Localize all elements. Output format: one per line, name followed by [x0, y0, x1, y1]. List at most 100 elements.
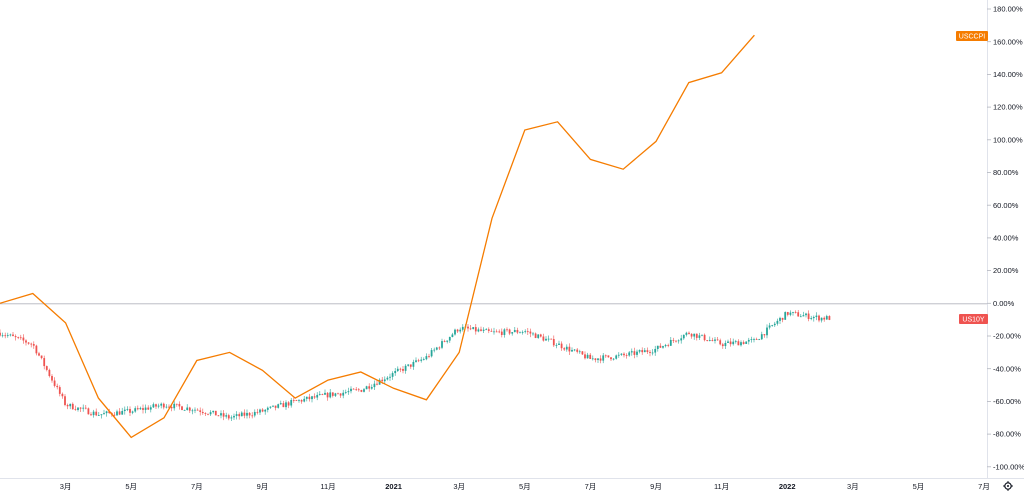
us10y-candle-body	[586, 354, 589, 359]
us10y-candle-body	[407, 364, 410, 366]
us10y-candle-body	[755, 339, 758, 340]
us10y-candle-body	[368, 386, 371, 389]
us10y-candle-body	[19, 337, 22, 339]
us10y-candle-body	[316, 394, 319, 398]
us10y-candle-body	[365, 386, 368, 390]
us10y-candle-body	[750, 339, 753, 340]
us10y-candle-body	[703, 334, 706, 341]
us10y-candle-body	[602, 355, 605, 361]
usccpi-line	[0, 34, 755, 439]
us10y-candle-body	[61, 393, 64, 397]
us10y-candle-body	[669, 339, 672, 346]
us10y-candle-body	[654, 348, 657, 353]
us10y-candle-body	[435, 347, 438, 350]
us10y-candle-body	[758, 339, 761, 341]
y-tick-label: -60.00%	[993, 397, 1021, 406]
x-tick-label: 11月	[714, 482, 729, 491]
us10y-candle-body	[422, 359, 425, 361]
us10y-candle-body	[97, 415, 100, 416]
us10y-candle-body	[732, 341, 735, 345]
us10y-candle-body	[745, 341, 748, 344]
us10y-candle-body	[181, 406, 183, 411]
us10y-candle-body	[649, 351, 651, 353]
us10y-candle-body	[734, 341, 737, 343]
us10y-candle-body	[773, 323, 776, 326]
y-tick-label: 40.00%	[993, 234, 1019, 243]
us10y-candle-body	[409, 364, 412, 367]
us10y-candle-body	[456, 329, 459, 332]
us10y-candle-body	[290, 399, 293, 406]
us10y-candle-body	[27, 342, 30, 344]
us10y-candle-body	[152, 404, 155, 408]
us10y-candle-body	[467, 326, 469, 329]
us10y-candle-body	[342, 392, 345, 396]
us10y-candle-body	[4, 335, 7, 337]
us10y-candle-body	[173, 403, 176, 409]
us10y-candle-body	[126, 408, 129, 410]
us10y-candle-body	[573, 349, 576, 351]
us10y-candle-body	[321, 394, 324, 395]
us10y-candle-body	[227, 415, 230, 419]
us10y-candle-body	[157, 405, 160, 407]
us10y-candle-body	[818, 315, 820, 321]
us10y-candle-body	[1, 335, 4, 337]
us10y-candle-body	[724, 342, 727, 347]
x-tick-label: 2021	[385, 482, 402, 491]
us10y-candle-body	[797, 312, 800, 317]
us10y-candle-body	[207, 413, 209, 415]
us10y-candle-body	[604, 355, 607, 357]
us10y-candle-body	[116, 411, 118, 416]
us10y-candle-body	[472, 327, 475, 330]
us10y-candle-body	[292, 399, 295, 401]
us10y-candle-body	[71, 403, 74, 410]
us10y-candle-body	[511, 332, 514, 334]
us10y-candle-body	[784, 312, 787, 320]
x-tick-label: 3月	[60, 482, 72, 491]
y-tick-label: 20.00%	[993, 266, 1019, 275]
us10y-candle-body	[620, 353, 623, 355]
us10y-candle-body	[550, 338, 553, 340]
us10y-candle-body	[373, 383, 376, 388]
x-tick-label: 5月	[125, 482, 137, 491]
us10y-candle-body	[298, 399, 300, 401]
us10y-candle-body	[240, 412, 243, 417]
us10y-candle-body	[225, 415, 228, 417]
us10y-candle-body	[519, 332, 521, 334]
us10y-candle-body	[675, 340, 677, 342]
us10y-candle-body	[175, 403, 178, 405]
us10y-candle-body	[69, 403, 72, 407]
us10y-candle-body	[30, 343, 33, 345]
us10y-candle-body	[412, 361, 415, 367]
us10y-candle-body	[56, 385, 59, 388]
us10y-candle-body	[92, 411, 95, 416]
us10y-candle-body	[79, 407, 82, 409]
us10y-candle-body	[17, 337, 20, 338]
us10y-candle-body	[134, 408, 137, 412]
us10y-candle-body	[355, 389, 358, 391]
us10y-candle-body	[287, 402, 290, 406]
us10y-candle-body	[0, 332, 1, 336]
us10y-candle-body	[781, 317, 784, 320]
us10y-candle-body	[490, 330, 493, 332]
us10y-candle-body	[454, 329, 456, 335]
us10y-candle-body	[272, 405, 274, 407]
us10y-candle-body	[630, 351, 633, 353]
us10y-candle-body	[792, 311, 794, 313]
settings-gear-icon[interactable]	[1003, 481, 1013, 491]
us10y-candle-body	[565, 346, 568, 350]
us10y-candle-body	[183, 409, 186, 411]
us10y-candle-body	[547, 338, 550, 340]
us10y-candle-body	[149, 407, 152, 410]
us10y-candle-body	[113, 414, 116, 416]
us10y-candle-body	[66, 404, 69, 407]
us10y-candle-body	[461, 326, 464, 330]
us10y-candle-body	[350, 388, 352, 392]
us10y-candle-body	[711, 339, 714, 341]
y-tick-label: 160.00%	[993, 37, 1023, 46]
us10y-candle-body	[324, 392, 326, 395]
us10y-candle-body	[628, 352, 631, 356]
us10y-candle-body	[178, 403, 181, 407]
us10y-candle-body	[615, 355, 618, 359]
us10y-candle-body	[625, 355, 628, 356]
us10y-candle-body	[170, 406, 173, 409]
